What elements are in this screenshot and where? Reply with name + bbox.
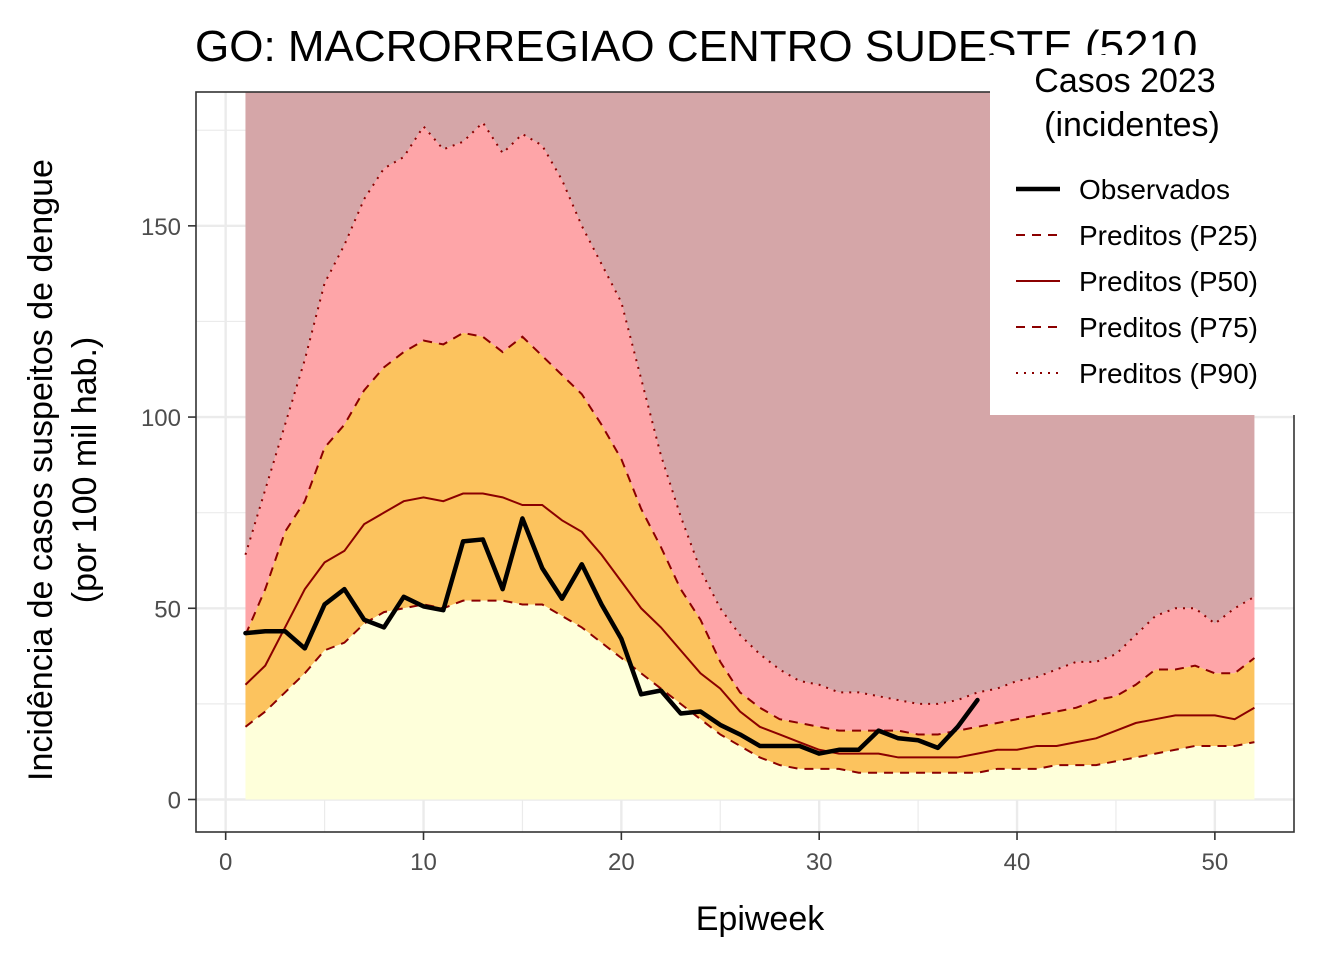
p25-line — [244, 599, 1255, 774]
y-axis-title-line1: Incidência de casos suspeitos de dengue — [22, 159, 60, 781]
legend-title-line2: (incidentes) — [1044, 106, 1220, 144]
panel-border — [195, 91, 1295, 833]
x-tick-label: 0 — [219, 849, 232, 876]
observed-line — [243, 516, 980, 756]
legend-label: Preditos (P50) — [1079, 266, 1258, 297]
p50-line — [244, 492, 1255, 759]
x-tick-label: 40 — [1004, 849, 1031, 876]
legend-background — [990, 55, 1315, 415]
y-axis-title-line2: (por 100 mil hab.) — [66, 337, 104, 603]
band-0-p25 — [245, 600, 1255, 800]
legend-label: Preditos (P25) — [1079, 220, 1258, 251]
y-tick-label: 150 — [141, 214, 181, 241]
legend-label: Preditos (P90) — [1079, 358, 1258, 389]
x-tick-label: 10 — [410, 849, 437, 876]
prediction-lines — [244, 121, 1256, 774]
observed-series — [243, 516, 980, 756]
y-tick-label: 100 — [141, 405, 181, 432]
legend: Casos 2023 (incidentes) Observados Predit… — [990, 55, 1315, 415]
y-tick-label: 50 — [154, 596, 181, 623]
x-axis: 0 10 20 30 40 50 — [219, 832, 1228, 876]
legend-title-line1: Casos 2023 — [1034, 62, 1215, 100]
x-tick-label: 20 — [608, 849, 635, 876]
y-tick-label: 0 — [168, 787, 181, 814]
y-axis: 0 50 100 150 — [141, 214, 196, 814]
x-tick-label: 50 — [1202, 849, 1229, 876]
p75-line — [244, 331, 1256, 736]
band-p75-p90 — [245, 122, 1255, 735]
legend-label: Preditos (P75) — [1079, 312, 1258, 343]
x-tick-label: 30 — [806, 849, 833, 876]
x-axis-title: Epiweek — [696, 900, 826, 938]
legend-label: Observados — [1079, 174, 1230, 205]
band-p25-p75 — [245, 332, 1255, 773]
